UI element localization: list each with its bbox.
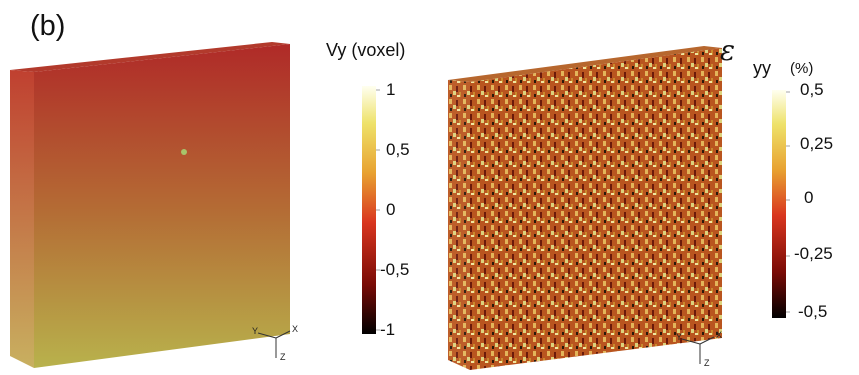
- left-colorbar-tick: 0: [386, 200, 396, 219]
- right-colorbar-tick: 0: [804, 188, 814, 207]
- left-volume-spot: [181, 149, 187, 155]
- left-colorbar-tick: 1: [386, 80, 396, 99]
- right-volume: [448, 46, 722, 370]
- left-volume-side: [10, 70, 34, 368]
- panel-label: (b): [30, 10, 66, 42]
- left-colorbar: [362, 86, 380, 334]
- right-volume-top: [448, 46, 722, 82]
- strain-unit: (%): [790, 60, 814, 77]
- left-volume: [10, 42, 290, 368]
- right-axis-y-label: Y: [676, 332, 682, 342]
- left-colorbar-title: Vy (voxel): [326, 40, 406, 60]
- strain-symbol: ε: [720, 34, 736, 67]
- right-colorbar-tick: -0,5: [798, 302, 828, 321]
- right-axis-x-label: X: [716, 330, 722, 340]
- right-colorbar-tick: 0,5: [800, 80, 824, 99]
- left-colorbar-tick: 0,5: [386, 140, 410, 159]
- left-colorbar-tick: -0,5: [380, 260, 410, 279]
- right-colorbar-tick: -0,25: [794, 244, 833, 263]
- right-axes-triad: [681, 336, 715, 364]
- right-colorbar-tick: 0,25: [800, 134, 834, 153]
- left-volume-top: [10, 42, 290, 72]
- left-colorbar-gradient: [362, 86, 376, 334]
- right-volume-front: [470, 48, 722, 370]
- left-axis-y-label: Y: [252, 326, 258, 336]
- right-axis-z-label: Z: [704, 358, 710, 368]
- left-axes-triad: [257, 330, 291, 358]
- strain-subscript: yy: [753, 58, 771, 78]
- left-volume-front: [34, 44, 290, 368]
- right-colorbar: [772, 90, 790, 318]
- left-colorbar-tick: -1: [380, 320, 396, 339]
- right-volume-side: [448, 80, 470, 370]
- left-axis-z-label: Z: [280, 352, 286, 362]
- right-colorbar-gradient: [772, 90, 786, 318]
- left-axis-x-label: X: [292, 324, 298, 334]
